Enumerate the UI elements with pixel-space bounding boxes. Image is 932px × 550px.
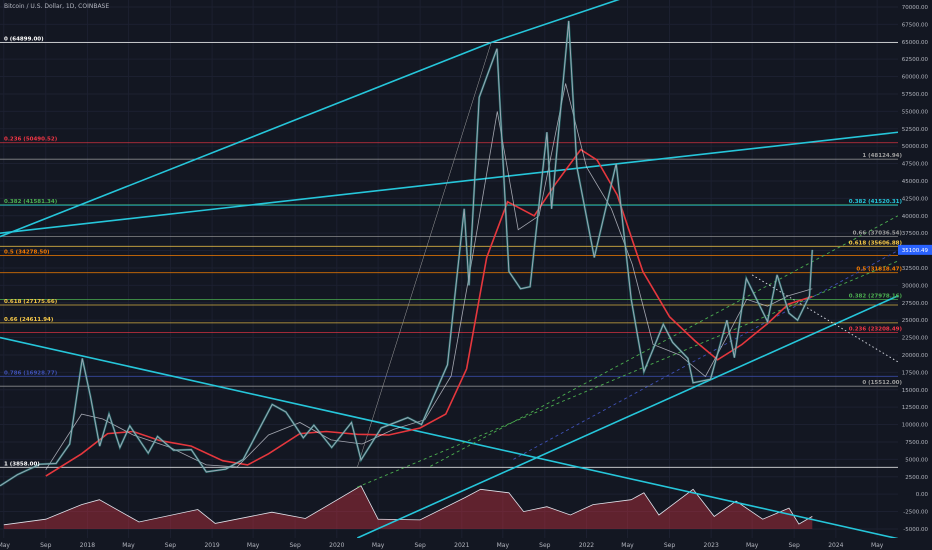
time-tick-label: 2018 [80, 542, 95, 549]
last-price-tag [898, 244, 932, 255]
trend-line [513, 250, 899, 460]
chart-title: Bitcoin / U.S. Dollar, 1D, COINBASE [4, 3, 110, 10]
level-label: 0.5 (31818.47) [856, 267, 902, 273]
time-tick-label: May [871, 542, 884, 549]
time-tick-label: May [0, 542, 10, 549]
volume-series [3, 485, 813, 529]
time-tick-label: Sep [664, 542, 676, 549]
level-label: 0.66 (37036.54) [853, 230, 903, 236]
price-tick-label: 12500.00 [902, 405, 929, 411]
price-tick-label: 42500.00 [902, 196, 929, 202]
price-tick-label: 40000.00 [902, 214, 929, 220]
time-axis-bg [0, 538, 932, 550]
price-tick-label: 60000.00 [902, 75, 929, 81]
level-labels: 0 (64899.00) 0.236 (50490.52) 1 (48124.94)… [4, 36, 902, 467]
price-tick-label: 22500.00 [902, 336, 929, 342]
price-tick-label: 15000.00 [902, 388, 929, 394]
price-tick-label: 30000.00 [902, 283, 929, 289]
price-tick-label: 7500.00 [905, 440, 928, 446]
time-tick-label: 2021 [454, 542, 469, 549]
trend-line [357, 42, 492, 468]
level-label: 0.66 (24611.94) [4, 317, 54, 323]
time-tick-label: Sep [414, 542, 426, 549]
price-axis[interactable]: 70000.00 67500.00 65000.00 62500.00 60000.00… [898, 0, 932, 550]
price-tick-label: 57500.00 [902, 92, 929, 98]
last-price-label: 35100.49 [902, 248, 929, 254]
level-label: 1 (48124.94) [862, 153, 902, 159]
price-tick-label: 67500.00 [902, 22, 929, 28]
time-tick-label: May [122, 542, 135, 549]
time-tick-label: Sep [539, 542, 551, 549]
level-label: 0.236 (50490.52) [4, 137, 58, 143]
price-tick-label: -5000.00 [903, 527, 928, 533]
time-axis[interactable]: May Sep 2018 May Sep 2019 May Sep 2020 May Sep 2021… [0, 538, 932, 550]
price-line [0, 20, 813, 487]
price-tick-label: 55000.00 [902, 109, 929, 115]
price-tick-label: 2500.00 [905, 475, 928, 481]
price-tick-label: 27500.00 [902, 301, 929, 307]
price-tick-label: 37500.00 [902, 231, 929, 237]
level-label: 1 (3858.00) [4, 461, 40, 467]
trend-line [430, 215, 899, 467]
time-tick-label: May [621, 542, 634, 549]
time-tick-label: May [746, 542, 759, 549]
time-tick-label: Sep [40, 542, 52, 549]
trend-line [490, 0, 620, 44]
time-tick-label: Sep [789, 542, 801, 549]
price-tick-label: 45000.00 [902, 179, 929, 185]
trend-line [356, 295, 899, 539]
price-axis-bg [898, 0, 932, 550]
fib-levels [0, 42, 898, 468]
time-tick-label: May [372, 542, 385, 549]
price-tick-label: 25000.00 [902, 318, 929, 324]
level-label: 0 (64899.00) [4, 36, 44, 42]
level-label: 0.618 (27175.66) [4, 299, 58, 305]
price-tick-label: 50000.00 [902, 144, 929, 150]
level-label: 0.382 (27978.16) [849, 293, 903, 299]
price-tick-label: 0.00 [916, 492, 929, 498]
price-tick-label: 70000.00 [902, 5, 929, 11]
price-tick-label: 32500.00 [902, 266, 929, 272]
price-tick-label: 5000.00 [905, 457, 928, 463]
price-tick-label: -2500.00 [903, 510, 928, 516]
time-tick-label: 2022 [579, 542, 594, 549]
time-tick-label: Sep [289, 542, 301, 549]
price-tick-label: 47500.00 [902, 162, 929, 168]
time-tick-label: Sep [165, 542, 177, 549]
price-tick-label: 65000.00 [902, 40, 929, 46]
time-tick-label: 2024 [828, 542, 843, 549]
grid [0, 0, 898, 538]
time-tick-label: 2023 [704, 542, 719, 549]
trend-line [0, 131, 899, 234]
price-tick-label: 52500.00 [902, 127, 929, 133]
level-label: 0.5 (34278.50) [4, 250, 50, 256]
price-tick-label: 17500.00 [902, 370, 929, 376]
level-label: 0.382 (41581.34) [4, 199, 58, 205]
price-tick-label: 10000.00 [902, 423, 929, 429]
price-tick-label: 20000.00 [902, 353, 929, 359]
volume-area [3, 485, 813, 529]
time-tick-label: 2019 [204, 542, 219, 549]
moving-average-line [45, 148, 813, 477]
level-label: 0.236 (23208.49) [849, 327, 903, 333]
level-label: 0.786 (16928.77) [4, 370, 58, 376]
volume-line [3, 485, 813, 526]
level-label: 0.618 (35606.88) [849, 240, 903, 246]
time-tick-label: 2020 [329, 542, 344, 549]
trend-line [0, 336, 899, 540]
trend-line [751, 274, 899, 363]
price-tick-label: 62500.00 [902, 57, 929, 63]
level-label: 0.382 (41520.31) [849, 199, 903, 205]
time-tick-label: May [247, 542, 260, 549]
time-tick-label: May [497, 542, 510, 549]
trend-line [0, 41, 492, 238]
price-series [0, 20, 814, 487]
level-label: 0 (15512.00) [862, 380, 902, 386]
